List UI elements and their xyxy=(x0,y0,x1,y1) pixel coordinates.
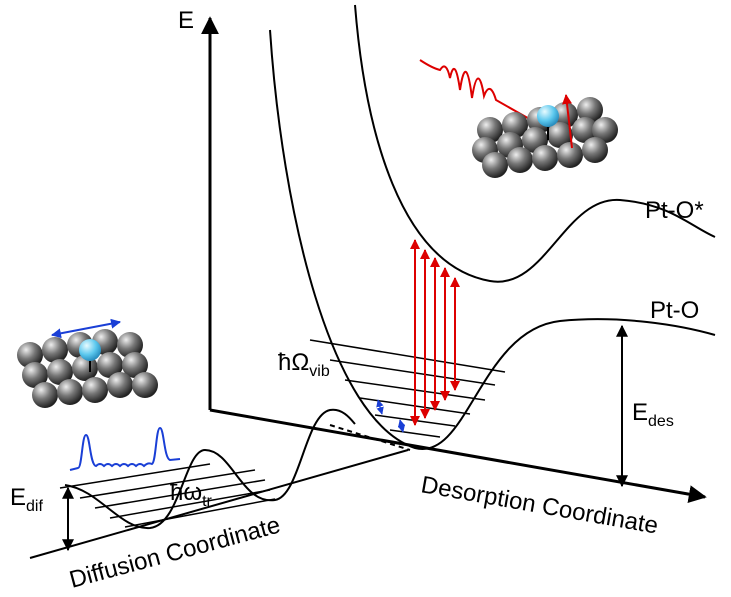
dif-symbol: E xyxy=(10,484,26,511)
dif-sub: dif xyxy=(26,498,43,515)
excited-curve-label: Pt-O* xyxy=(645,197,704,224)
tr-label: ħωtr xyxy=(170,479,213,510)
curves xyxy=(60,5,715,550)
diagram: E Pt-O* Pt-O ħΩvib ħωtr Edes Edif Desorp… xyxy=(0,0,731,592)
wavepacket xyxy=(70,428,180,470)
surface-cluster-left xyxy=(17,329,158,408)
des-sub: des xyxy=(648,413,674,430)
surface-cluster xyxy=(472,95,618,178)
ground-curve-label: Pt-O xyxy=(650,297,699,324)
des-label: Edes xyxy=(632,399,674,430)
energy-axis-label: E xyxy=(178,7,194,34)
vib-sub: vib xyxy=(309,363,330,380)
vib-symbol: ħΩ xyxy=(278,349,309,376)
excitation-arrows xyxy=(415,240,455,425)
vib-label: ħΩvib xyxy=(278,349,330,380)
des-symbol: E xyxy=(632,399,648,426)
diffusion-axis-label: Diffusion Coordinate xyxy=(67,512,284,592)
dif-label: Edif xyxy=(10,484,43,515)
tr-sub: tr xyxy=(202,493,212,510)
tr-symbol: ħω xyxy=(170,479,202,506)
